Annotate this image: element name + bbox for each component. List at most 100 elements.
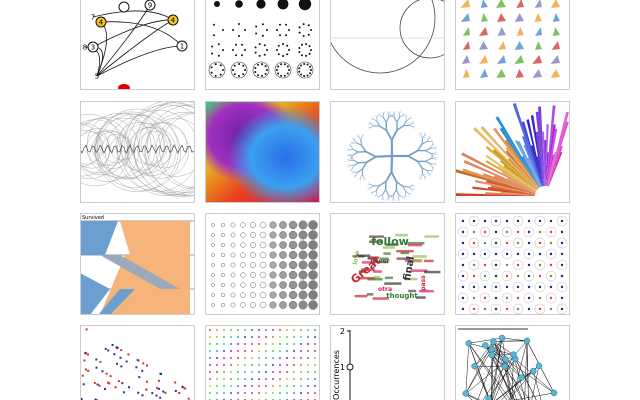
branch <box>351 154 354 159</box>
branch <box>412 126 415 130</box>
branch <box>379 193 384 197</box>
symbol <box>230 252 236 258</box>
thumbnail[interactable]: 7 9 4 4 3 1 8 5 <box>80 0 195 92</box>
small-word <box>360 268 375 271</box>
symbol <box>269 221 277 229</box>
branch <box>357 177 361 180</box>
thumbnail[interactable] <box>205 213 320 315</box>
symbol <box>211 243 215 247</box>
branch <box>375 115 378 118</box>
dot <box>87 353 90 356</box>
dot <box>83 359 86 362</box>
dot <box>299 335 303 339</box>
dot <box>288 49 290 51</box>
branch <box>354 139 357 144</box>
thumbnail[interactable] <box>205 101 320 203</box>
dot <box>280 63 283 66</box>
dot <box>283 74 286 77</box>
thumbnail[interactable] <box>455 0 570 90</box>
wedge <box>499 160 538 190</box>
dot <box>271 363 275 367</box>
branch <box>385 171 393 183</box>
wedge <box>545 105 556 187</box>
small-word <box>424 235 440 238</box>
dot <box>299 363 303 367</box>
glyph <box>532 55 542 64</box>
thumbnail[interactable] <box>449 101 570 204</box>
dot <box>178 391 181 394</box>
symbol <box>298 220 308 230</box>
thumbnail[interactable] <box>0 325 232 400</box>
dot <box>35 395 37 397</box>
branch <box>430 155 433 159</box>
dot <box>271 349 275 353</box>
dot <box>52 349 54 351</box>
thumb-border <box>455 325 570 400</box>
branch <box>385 189 389 195</box>
ring <box>534 281 546 293</box>
thumbnail[interactable] <box>330 101 445 203</box>
thumbnail[interactable] <box>205 0 320 90</box>
ring <box>80 124 102 168</box>
node-label: 5 <box>95 73 99 81</box>
dot <box>278 377 282 381</box>
dot <box>549 263 553 267</box>
wedge <box>498 165 537 191</box>
dot <box>229 363 233 367</box>
branch <box>350 141 353 144</box>
symbol <box>211 273 215 277</box>
thumbnail[interactable] <box>57 98 237 203</box>
wedge <box>538 106 545 187</box>
dot <box>560 274 564 278</box>
symbol <box>279 271 287 279</box>
thumbnail[interactable] <box>455 325 570 400</box>
branch <box>421 140 428 145</box>
edge <box>493 341 506 360</box>
symbol <box>308 230 318 240</box>
dot <box>250 363 254 367</box>
dot <box>292 356 296 360</box>
thumb-border <box>455 0 570 90</box>
dot <box>43 384 45 386</box>
thumbnail[interactable]: SurvivedSexAge <box>80 213 195 315</box>
ring <box>252 61 270 79</box>
dot <box>250 370 254 374</box>
dot <box>104 347 107 350</box>
dot <box>229 335 233 339</box>
dot <box>461 219 465 223</box>
dot <box>236 370 240 374</box>
thumbnail[interactable] <box>325 0 460 90</box>
edge <box>496 370 534 400</box>
glyph <box>552 27 560 36</box>
symbol <box>269 261 277 269</box>
thumbnail[interactable] <box>455 213 570 315</box>
glyph <box>478 27 488 36</box>
dot <box>24 372 26 374</box>
thumbnail[interactable] <box>205 325 320 400</box>
dot <box>236 356 240 360</box>
branch <box>418 176 421 179</box>
dot <box>285 23 287 26</box>
symbol <box>220 242 226 248</box>
dot <box>135 366 138 369</box>
small-word <box>408 243 423 247</box>
glyph <box>462 27 470 36</box>
branch <box>426 138 430 142</box>
small-word <box>358 276 376 280</box>
ring <box>133 122 189 179</box>
branch <box>361 162 368 170</box>
dot <box>538 252 542 256</box>
branch <box>378 196 380 199</box>
dot <box>278 384 282 388</box>
dot <box>313 335 317 339</box>
branch <box>434 157 437 159</box>
dot <box>242 73 245 76</box>
dot <box>127 353 130 356</box>
branch <box>370 183 374 187</box>
edge <box>512 340 528 400</box>
symbol <box>230 242 236 248</box>
symbol <box>279 221 287 229</box>
branch <box>407 149 419 157</box>
